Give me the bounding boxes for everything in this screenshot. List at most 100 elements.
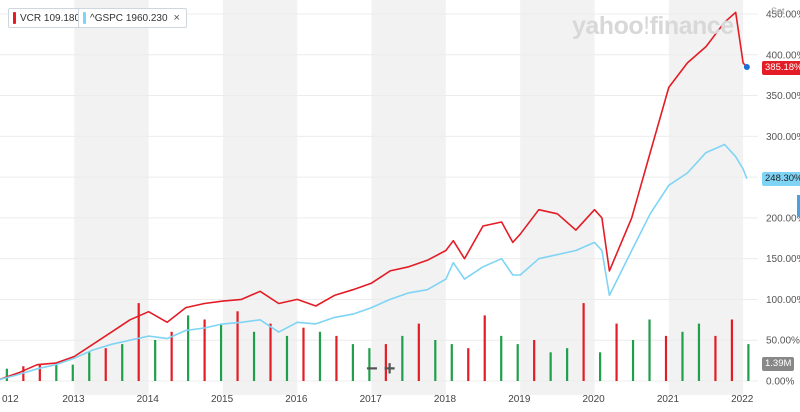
volume-bar <box>714 335 717 381</box>
volume-bar <box>747 344 750 381</box>
x-tick-label: 2020 <box>583 394 606 405</box>
volume-bar <box>137 303 140 381</box>
volume-bar <box>483 315 486 381</box>
year-band-2017 <box>371 0 446 395</box>
legend-chip-vcr[interactable]: VCR 109.180 <box>8 8 88 28</box>
volume-bar <box>664 335 668 381</box>
volume-bar <box>533 340 536 381</box>
volume-bar <box>71 364 74 381</box>
volume-bar <box>187 315 190 381</box>
gspc-swatch <box>83 12 86 24</box>
vcr-last-point <box>743 64 750 71</box>
volume-bar <box>104 348 107 381</box>
series-line-gspc <box>0 143 748 381</box>
volume-bar <box>648 319 651 381</box>
volume-bar <box>203 319 206 381</box>
volume-bar <box>335 335 338 381</box>
y-tick-label: 150.00% <box>766 254 800 265</box>
volume-bar <box>269 323 272 381</box>
series-line-vcr <box>0 11 748 381</box>
settings-link[interactable]: Set <box>771 6 785 16</box>
vcr-swatch <box>13 12 16 24</box>
volume-bar <box>681 331 684 381</box>
volume-bar <box>88 352 91 381</box>
volume-bar <box>38 364 41 381</box>
scroll-handle[interactable] <box>797 195 800 217</box>
x-tick-label: 2015 <box>211 394 234 405</box>
volume-bar <box>285 335 289 381</box>
vcr-last-value-badge: 385.18% <box>762 61 800 75</box>
volume-bar <box>154 340 157 381</box>
volume-last-value-badge: 1.39M <box>762 357 795 371</box>
volume-bar <box>434 340 437 381</box>
year-bands <box>74 0 744 395</box>
y-tick-label: 300.00% <box>766 132 800 143</box>
volume-bar <box>318 331 322 381</box>
volume-bar <box>5 368 8 381</box>
y-tick-label: 450.00% <box>766 10 800 21</box>
volume-bar <box>55 362 58 381</box>
volume-bar <box>582 303 585 381</box>
volume-bar <box>467 348 470 381</box>
volume-bar <box>631 340 635 381</box>
x-tick-label: 2017 <box>360 394 383 405</box>
legend-vcr-value: 109.180 <box>43 12 81 24</box>
volume-bar <box>566 348 569 381</box>
volume-bar <box>549 352 552 381</box>
logo-part-a: yahoo <box>572 12 644 40</box>
legend-chip-gspc[interactable]: ^GSPC 1960.230 × <box>78 8 187 28</box>
x-tick-label: 2019 <box>508 394 531 405</box>
legend-gspc-value: 1960.230 <box>125 12 168 24</box>
volume-bar <box>384 344 387 381</box>
x-tick-label: 2013 <box>62 394 85 405</box>
volume-bar <box>615 323 618 381</box>
x-tick-label: 2018 <box>434 394 457 405</box>
zoom-out-button[interactable]: − <box>366 358 378 380</box>
volume-bar <box>500 335 503 381</box>
volume-bar <box>236 311 239 381</box>
volume-bar <box>351 344 355 381</box>
gspc-last-value-badge: 248.30% <box>762 172 800 186</box>
year-band-2019 <box>520 0 595 395</box>
y-tick-label: 0.00% <box>766 377 794 388</box>
volume-bar <box>170 331 173 381</box>
y-grid <box>0 13 758 382</box>
y-tick-label: 350.00% <box>766 91 800 102</box>
logo-slash: ! <box>643 12 650 40</box>
volume-bar <box>417 323 420 381</box>
x-tick-label: 2014 <box>137 394 160 405</box>
zoom-controls: − + <box>366 358 396 380</box>
volume-bar <box>302 327 305 381</box>
volume-bar <box>401 335 404 381</box>
x-tick-label: 2021 <box>657 394 680 405</box>
x-tick-label: 2022 <box>731 394 754 405</box>
volume-bar <box>450 344 453 381</box>
y-tick-label: 50.00% <box>766 336 800 347</box>
y-tick-label: 200.00% <box>766 213 800 224</box>
volume-bar <box>598 352 602 381</box>
y-tick-label: 100.00% <box>766 295 800 306</box>
year-band-2013 <box>74 0 149 395</box>
volume-bar <box>730 319 734 381</box>
y-tick-label: 400.00% <box>766 50 800 61</box>
x-tick-label: 012 <box>2 394 19 405</box>
volume-bar <box>368 348 371 381</box>
close-icon[interactable]: × <box>173 12 180 24</box>
year-band-2021 <box>668 0 744 395</box>
x-tick-label: 2016 <box>285 394 308 405</box>
yahoo-finance-logo: yahoo!finance <box>572 12 734 41</box>
logo-part-b: finance <box>649 12 735 40</box>
volume-bar <box>516 344 519 381</box>
volume-bar <box>219 323 223 381</box>
legend-gspc-symbol: ^GSPC <box>90 12 124 24</box>
volume-bars <box>5 303 750 381</box>
volume-bar <box>252 331 256 381</box>
year-band-2015 <box>222 0 298 395</box>
volume-bar <box>121 344 124 381</box>
zoom-in-button[interactable]: + <box>383 358 396 380</box>
legend-vcr-symbol: VCR <box>20 12 42 24</box>
volume-bar <box>697 323 701 381</box>
x-tick-labels: 012 2013 2014 2015 2016 2017 2018 2019 2020 2021 2… <box>2 394 754 405</box>
series-lines <box>0 11 750 381</box>
